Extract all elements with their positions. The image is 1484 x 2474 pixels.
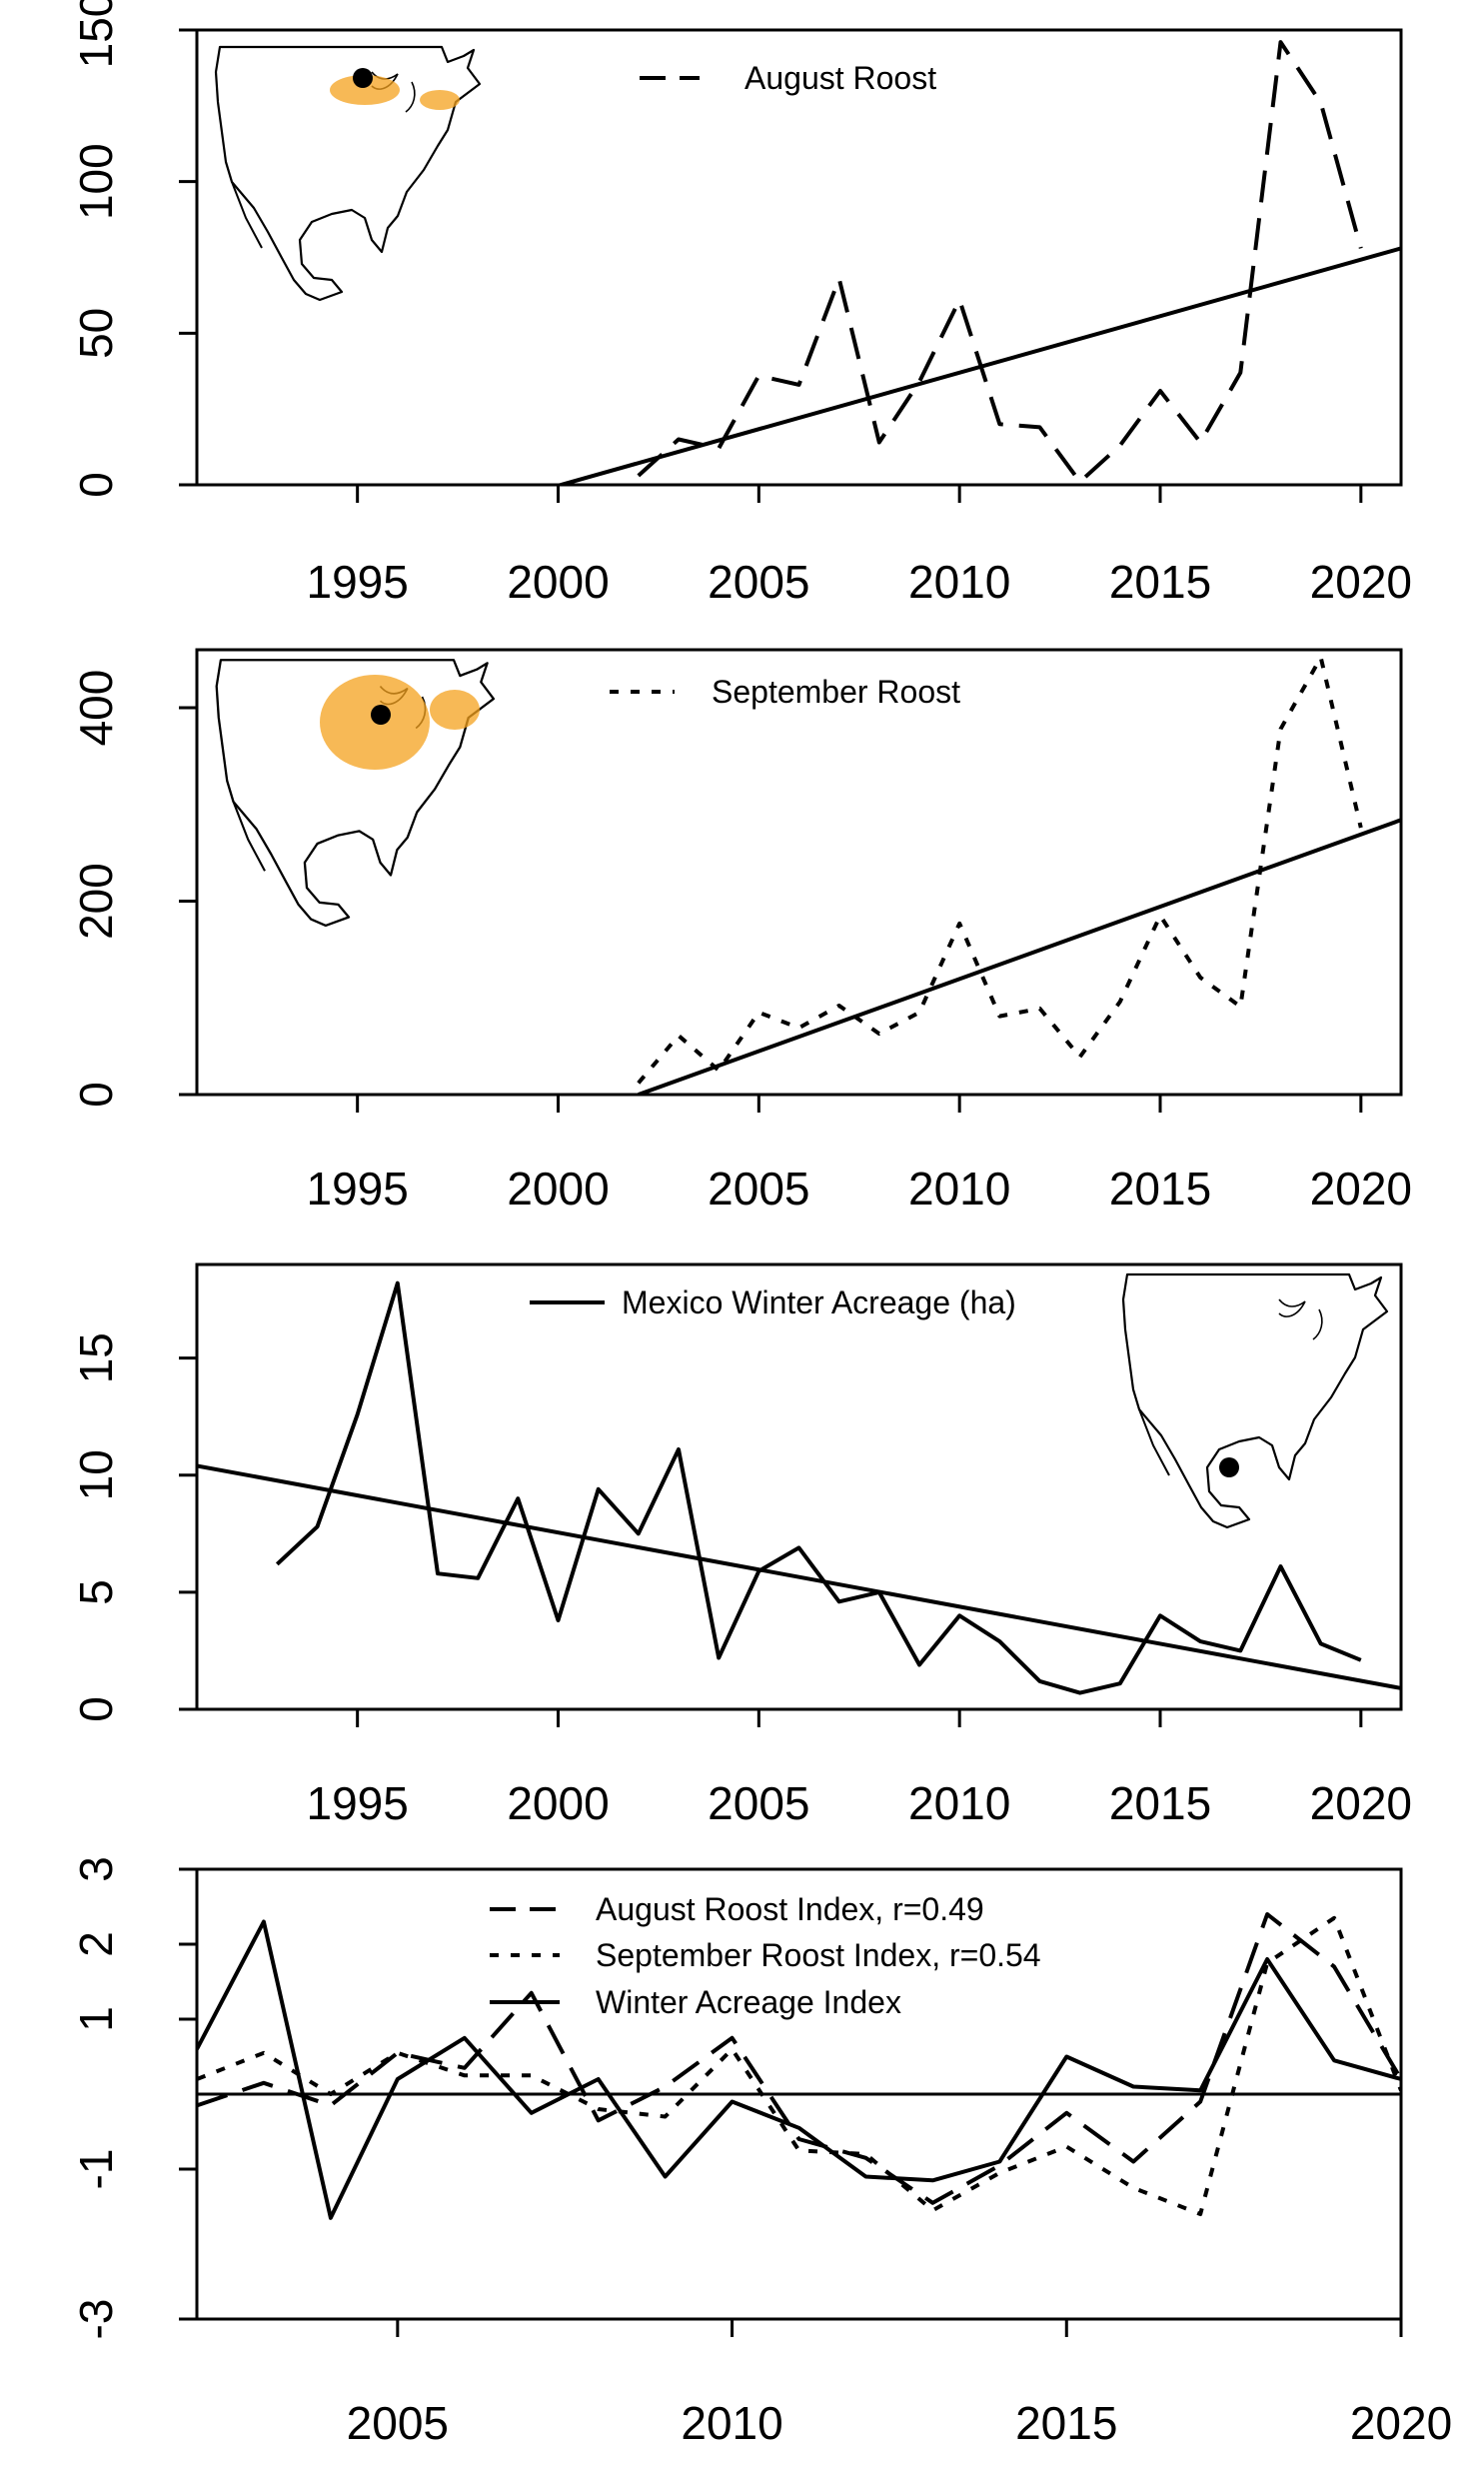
y-tick-label: 200: [70, 863, 122, 940]
y-tick-label: 100: [70, 143, 122, 220]
monarch-range-patch: [330, 75, 400, 105]
x-tick-label: 2015: [1109, 556, 1211, 608]
x-tick-label: 2020: [1350, 2397, 1452, 2449]
y-tick-label: 2: [70, 1931, 122, 1957]
legend-label: August Roost: [744, 60, 936, 96]
y-tick-label: 0: [70, 472, 122, 498]
y-tick-label: 5: [70, 1579, 122, 1605]
y-tick-label: -3: [70, 2299, 122, 2340]
legend-label: September Roost: [712, 674, 960, 710]
series-line-3: [197, 1919, 1401, 2220]
x-tick-label: 2000: [507, 1163, 609, 1215]
series-line-1: [637, 655, 1363, 1085]
plot-frame: [195, 1262, 1403, 1711]
y-tick-label: -1: [70, 2149, 122, 2190]
x-tick-label: 2015: [1109, 1163, 1211, 1215]
y-tick-label: 3: [70, 1856, 122, 1882]
y-tick-label: 1: [70, 2006, 122, 2032]
series-line-1: [637, 40, 1363, 484]
winter-acreage-panel: 0 5 10 15 1995 2000 2005 2010 2015 2020 Mexico Win…: [70, 1262, 1412, 1829]
standardized-index-panel: -3 -1 1 2 3 2005 2010 2015 2020 August Roost Inde…: [70, 1856, 1452, 2449]
x-tick-label: 2015: [1109, 1777, 1211, 1829]
north-america-inset-map: [1121, 1272, 1389, 1529]
legend-label: Winter Acreage Index: [596, 1984, 901, 2020]
x-tick-label: 2015: [1015, 2397, 1117, 2449]
y-tick-label: 150: [70, 0, 122, 68]
series-line-2: [197, 1915, 1401, 2216]
august-roost-panel: 0 50 100 150 1995 2000 2005 2010 2015 2020 August …: [70, 0, 1412, 608]
location-dot: [371, 705, 391, 725]
monarch-range-patch: [430, 690, 480, 730]
location-dot: [353, 68, 373, 88]
x-tick-label: 1995: [306, 1163, 408, 1215]
y-tick-label: 10: [70, 1449, 122, 1500]
trend-line: [638, 818, 1401, 1095]
x-tick-label: 2005: [708, 556, 809, 608]
legend-label: Mexico Winter Acreage (ha): [622, 1284, 1016, 1320]
monarch-range-patch: [420, 90, 460, 110]
trend-line: [554, 246, 1401, 485]
series-line-1: [197, 1912, 1401, 2205]
y-tick-label: 0: [70, 1082, 122, 1108]
september-roost-panel: 0 200 400 1995 2000 2005 2010 2015 2020 September…: [70, 648, 1412, 1215]
series-line-1: [275, 1280, 1362, 1695]
y-tick-label: 0: [70, 1696, 122, 1722]
x-tick-label: 1995: [306, 1777, 408, 1829]
x-tick-label: 2000: [507, 1777, 609, 1829]
x-tick-label: 2020: [1310, 1777, 1412, 1829]
legend-label: August Roost Index, r=0.49: [596, 1891, 984, 1927]
x-tick-label: 2010: [908, 1777, 1010, 1829]
x-tick-label: 2000: [507, 556, 609, 608]
legend-label: September Roost Index, r=0.54: [596, 1937, 1041, 1973]
trend-line: [197, 1463, 1401, 1690]
x-tick-label: 2005: [708, 1777, 809, 1829]
y-tick-label: 50: [70, 308, 122, 359]
x-tick-label: 2010: [908, 1163, 1010, 1215]
x-tick-label: 2005: [347, 2397, 449, 2449]
x-tick-label: 2005: [708, 1163, 809, 1215]
plot-frame: [195, 648, 1403, 1097]
x-tick-label: 2020: [1310, 1163, 1412, 1215]
x-tick-label: 1995: [306, 556, 408, 608]
x-tick-label: 2010: [908, 556, 1010, 608]
location-dot: [1219, 1457, 1239, 1477]
y-tick-label: 15: [70, 1332, 122, 1383]
plot-frame: [195, 28, 1403, 487]
x-tick-label: 2020: [1310, 556, 1412, 608]
x-tick-label: 2010: [681, 2397, 782, 2449]
y-tick-label: 400: [70, 670, 122, 747]
